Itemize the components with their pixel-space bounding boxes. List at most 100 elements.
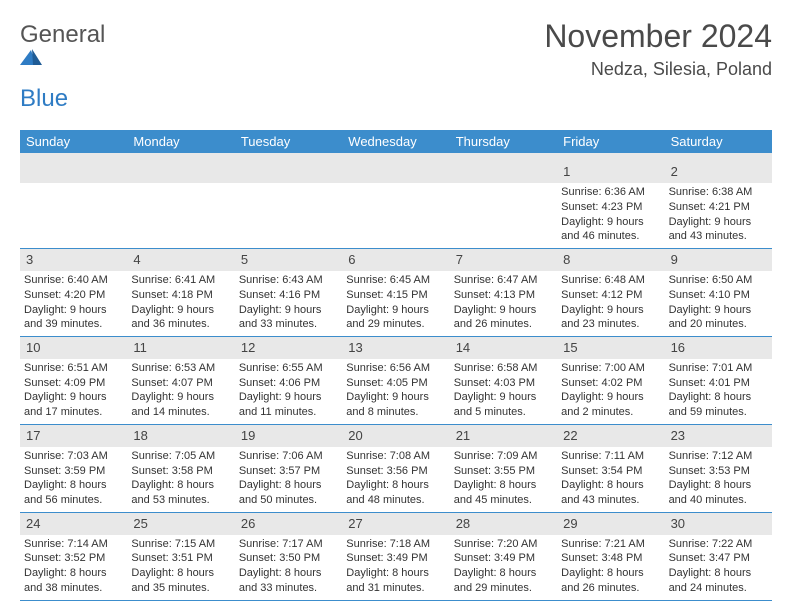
sunset-line: Sunset: 4:03 PM bbox=[454, 376, 553, 391]
day-cell: 3Sunrise: 6:40 AMSunset: 4:20 PMDaylight… bbox=[20, 249, 127, 336]
sunset-line: Sunset: 4:16 PM bbox=[239, 288, 338, 303]
daylight-line: Daylight: 9 hours and 14 minutes. bbox=[131, 390, 230, 420]
day-cell: 8Sunrise: 6:48 AMSunset: 4:12 PMDaylight… bbox=[557, 249, 664, 336]
day-cell: 4Sunrise: 6:41 AMSunset: 4:18 PMDaylight… bbox=[127, 249, 234, 336]
day-cell: 10Sunrise: 6:51 AMSunset: 4:09 PMDayligh… bbox=[20, 337, 127, 424]
day-number: 15 bbox=[557, 337, 664, 359]
day-cell: 16 Sunrise: 7:01 AMSunset: 4:01 PMDayligh… bbox=[665, 337, 772, 424]
day-number-empty bbox=[450, 161, 557, 183]
sunrise-line: Sunrise: 7:05 AM bbox=[131, 449, 230, 464]
daylight-line: Daylight: 9 hours and 36 minutes. bbox=[131, 303, 230, 333]
sunrise-line: Sunrise: 6:53 AM bbox=[131, 361, 230, 376]
sunrise-line: Sunrise: 7:00 AM bbox=[561, 361, 660, 376]
day-number: 23 bbox=[665, 425, 772, 447]
location: Nedza, Silesia, Poland bbox=[544, 59, 772, 80]
month-title: November 2024 bbox=[544, 18, 772, 55]
sunset-line: Sunset: 3:56 PM bbox=[346, 464, 445, 479]
title-block: November 2024 Nedza, Silesia, Poland bbox=[544, 18, 772, 80]
week-row: 1Sunrise: 6:36 AMSunset: 4:23 PMDaylight… bbox=[20, 161, 772, 249]
sunset-line: Sunset: 3:57 PM bbox=[239, 464, 338, 479]
sunset-line: Sunset: 3:54 PM bbox=[561, 464, 660, 479]
daylight-line: Daylight: 8 hours and 35 minutes. bbox=[131, 566, 230, 596]
day-number: 10 bbox=[20, 337, 127, 359]
day-cell: 25 Sunrise: 7:15 AMSunset: 3:51 PMDayligh… bbox=[127, 513, 234, 600]
sunset-line: Sunset: 3:48 PM bbox=[561, 551, 660, 566]
sunrise-line: Sunrise: 6:36 AM bbox=[561, 185, 660, 200]
day-cell: 26Sunrise: 7:17 AMSunset: 3:50 PMDayligh… bbox=[235, 513, 342, 600]
sunset-line: Sunset: 3:55 PM bbox=[454, 464, 553, 479]
daylight-line: Daylight: 8 hours and 24 minutes. bbox=[669, 566, 768, 596]
day-number: 17 bbox=[20, 425, 127, 447]
day-number-empty bbox=[127, 161, 234, 183]
day-cell: 9Sunrise: 6:50 AMSunset: 4:10 PMDaylight… bbox=[665, 249, 772, 336]
day-number-empty bbox=[342, 161, 449, 183]
daylight-line: Daylight: 8 hours and 26 minutes. bbox=[561, 566, 660, 596]
sunset-line: Sunset: 4:18 PM bbox=[131, 288, 230, 303]
day-number: 30 bbox=[665, 513, 772, 535]
day-number: 2 bbox=[665, 161, 772, 183]
day-cell: 2 Sunrise: 6:38 AMSunset: 4:21 PMDaylight… bbox=[665, 161, 772, 248]
day-cell: 14Sunrise: 6:58 AMSunset: 4:03 PMDayligh… bbox=[450, 337, 557, 424]
sunset-line: Sunset: 4:07 PM bbox=[131, 376, 230, 391]
day-cell: 7Sunrise: 6:47 AMSunset: 4:13 PMDaylight… bbox=[450, 249, 557, 336]
dow-cell: Monday bbox=[127, 130, 234, 153]
sunset-line: Sunset: 4:13 PM bbox=[454, 288, 553, 303]
day-cell: 21Sunrise: 7:09 AMSunset: 3:55 PMDayligh… bbox=[450, 425, 557, 512]
day-number: 16 bbox=[665, 337, 772, 359]
sunset-line: Sunset: 3:51 PM bbox=[131, 551, 230, 566]
daylight-line: Daylight: 8 hours and 31 minutes. bbox=[346, 566, 445, 596]
week-row: 10 Sunrise: 6:51 AMSunset: 4:09 PM Dayligh… bbox=[20, 337, 772, 425]
sunrise-line: Sunrise: 6:38 AM bbox=[669, 185, 768, 200]
sunrise-line: Sunrise: 7:20 AM bbox=[454, 537, 553, 552]
day-number: 12 bbox=[235, 337, 342, 359]
day-cell bbox=[342, 161, 449, 248]
daylight-line: Daylight: 9 hours and 43 minutes. bbox=[669, 215, 768, 245]
sunrise-line: Sunrise: 6:48 AM bbox=[561, 273, 660, 288]
week-row: 24Sunrise: 7:14 AMSunset: 3:52 PMDayligh… bbox=[20, 513, 772, 601]
sunrise-line: Sunrise: 7:06 AM bbox=[239, 449, 338, 464]
sunrise-line: Sunrise: 7:03 AM bbox=[24, 449, 123, 464]
sunrise-line: Sunrise: 7:21 AM bbox=[561, 537, 660, 552]
sunset-line: Sunset: 4:09 PM bbox=[24, 376, 123, 391]
spacer-row bbox=[20, 153, 772, 161]
daylight-line: Daylight: 8 hours and 59 minutes. bbox=[669, 390, 768, 420]
daylight-line: Daylight: 8 hours and 50 minutes. bbox=[239, 478, 338, 508]
sunrise-line: Sunrise: 7:18 AM bbox=[346, 537, 445, 552]
sunset-line: Sunset: 3:49 PM bbox=[454, 551, 553, 566]
day-number: 28 bbox=[450, 513, 557, 535]
daylight-line: Daylight: 9 hours and 8 minutes. bbox=[346, 390, 445, 420]
day-cell: 29Sunrise: 7:21 AMSunset: 3:48 PMDayligh… bbox=[557, 513, 664, 600]
day-number-empty bbox=[235, 161, 342, 183]
dow-cell: Saturday bbox=[665, 130, 772, 153]
sunset-line: Sunset: 4:12 PM bbox=[561, 288, 660, 303]
daylight-line: Daylight: 8 hours and 56 minutes. bbox=[24, 478, 123, 508]
sunset-line: Sunset: 4:01 PM bbox=[669, 376, 768, 391]
sunset-line: Sunset: 3:47 PM bbox=[669, 551, 768, 566]
day-number: 25 bbox=[127, 513, 234, 535]
sunset-line: Sunset: 4:21 PM bbox=[669, 200, 768, 215]
day-number: 27 bbox=[342, 513, 449, 535]
sunrise-line: Sunrise: 6:51 AM bbox=[24, 361, 123, 376]
day-cell bbox=[450, 161, 557, 248]
sunrise-line: Sunrise: 6:50 AM bbox=[669, 273, 768, 288]
sunrise-line: Sunrise: 6:45 AM bbox=[346, 273, 445, 288]
weeks-container: 1Sunrise: 6:36 AMSunset: 4:23 PMDaylight… bbox=[20, 161, 772, 601]
brand-logo: General Blue bbox=[20, 18, 105, 110]
daylight-line: Daylight: 8 hours and 53 minutes. bbox=[131, 478, 230, 508]
sunrise-line: Sunrise: 7:14 AM bbox=[24, 537, 123, 552]
day-cell: 22Sunrise: 7:11 AMSunset: 3:54 PMDayligh… bbox=[557, 425, 664, 512]
dow-cell: Wednesday bbox=[342, 130, 449, 153]
sunrise-line: Sunrise: 6:58 AM bbox=[454, 361, 553, 376]
sunset-line: Sunset: 4:06 PM bbox=[239, 376, 338, 391]
sunrise-line: Sunrise: 7:15 AM bbox=[131, 537, 230, 552]
sunrise-line: Sunrise: 6:55 AM bbox=[239, 361, 338, 376]
sunrise-line: Sunrise: 7:22 AM bbox=[669, 537, 768, 552]
daylight-line: Daylight: 8 hours and 38 minutes. bbox=[24, 566, 123, 596]
day-cell: 6Sunrise: 6:45 AMSunset: 4:15 PMDaylight… bbox=[342, 249, 449, 336]
daylight-line: Daylight: 9 hours and 23 minutes. bbox=[561, 303, 660, 333]
sunrise-line: Sunrise: 7:08 AM bbox=[346, 449, 445, 464]
sunrise-line: Sunrise: 7:01 AM bbox=[669, 361, 768, 376]
calendar-page: General Blue November 2024 Nedza, Silesi… bbox=[0, 0, 792, 611]
sunrise-line: Sunrise: 6:47 AM bbox=[454, 273, 553, 288]
daylight-line: Daylight: 8 hours and 40 minutes. bbox=[669, 478, 768, 508]
